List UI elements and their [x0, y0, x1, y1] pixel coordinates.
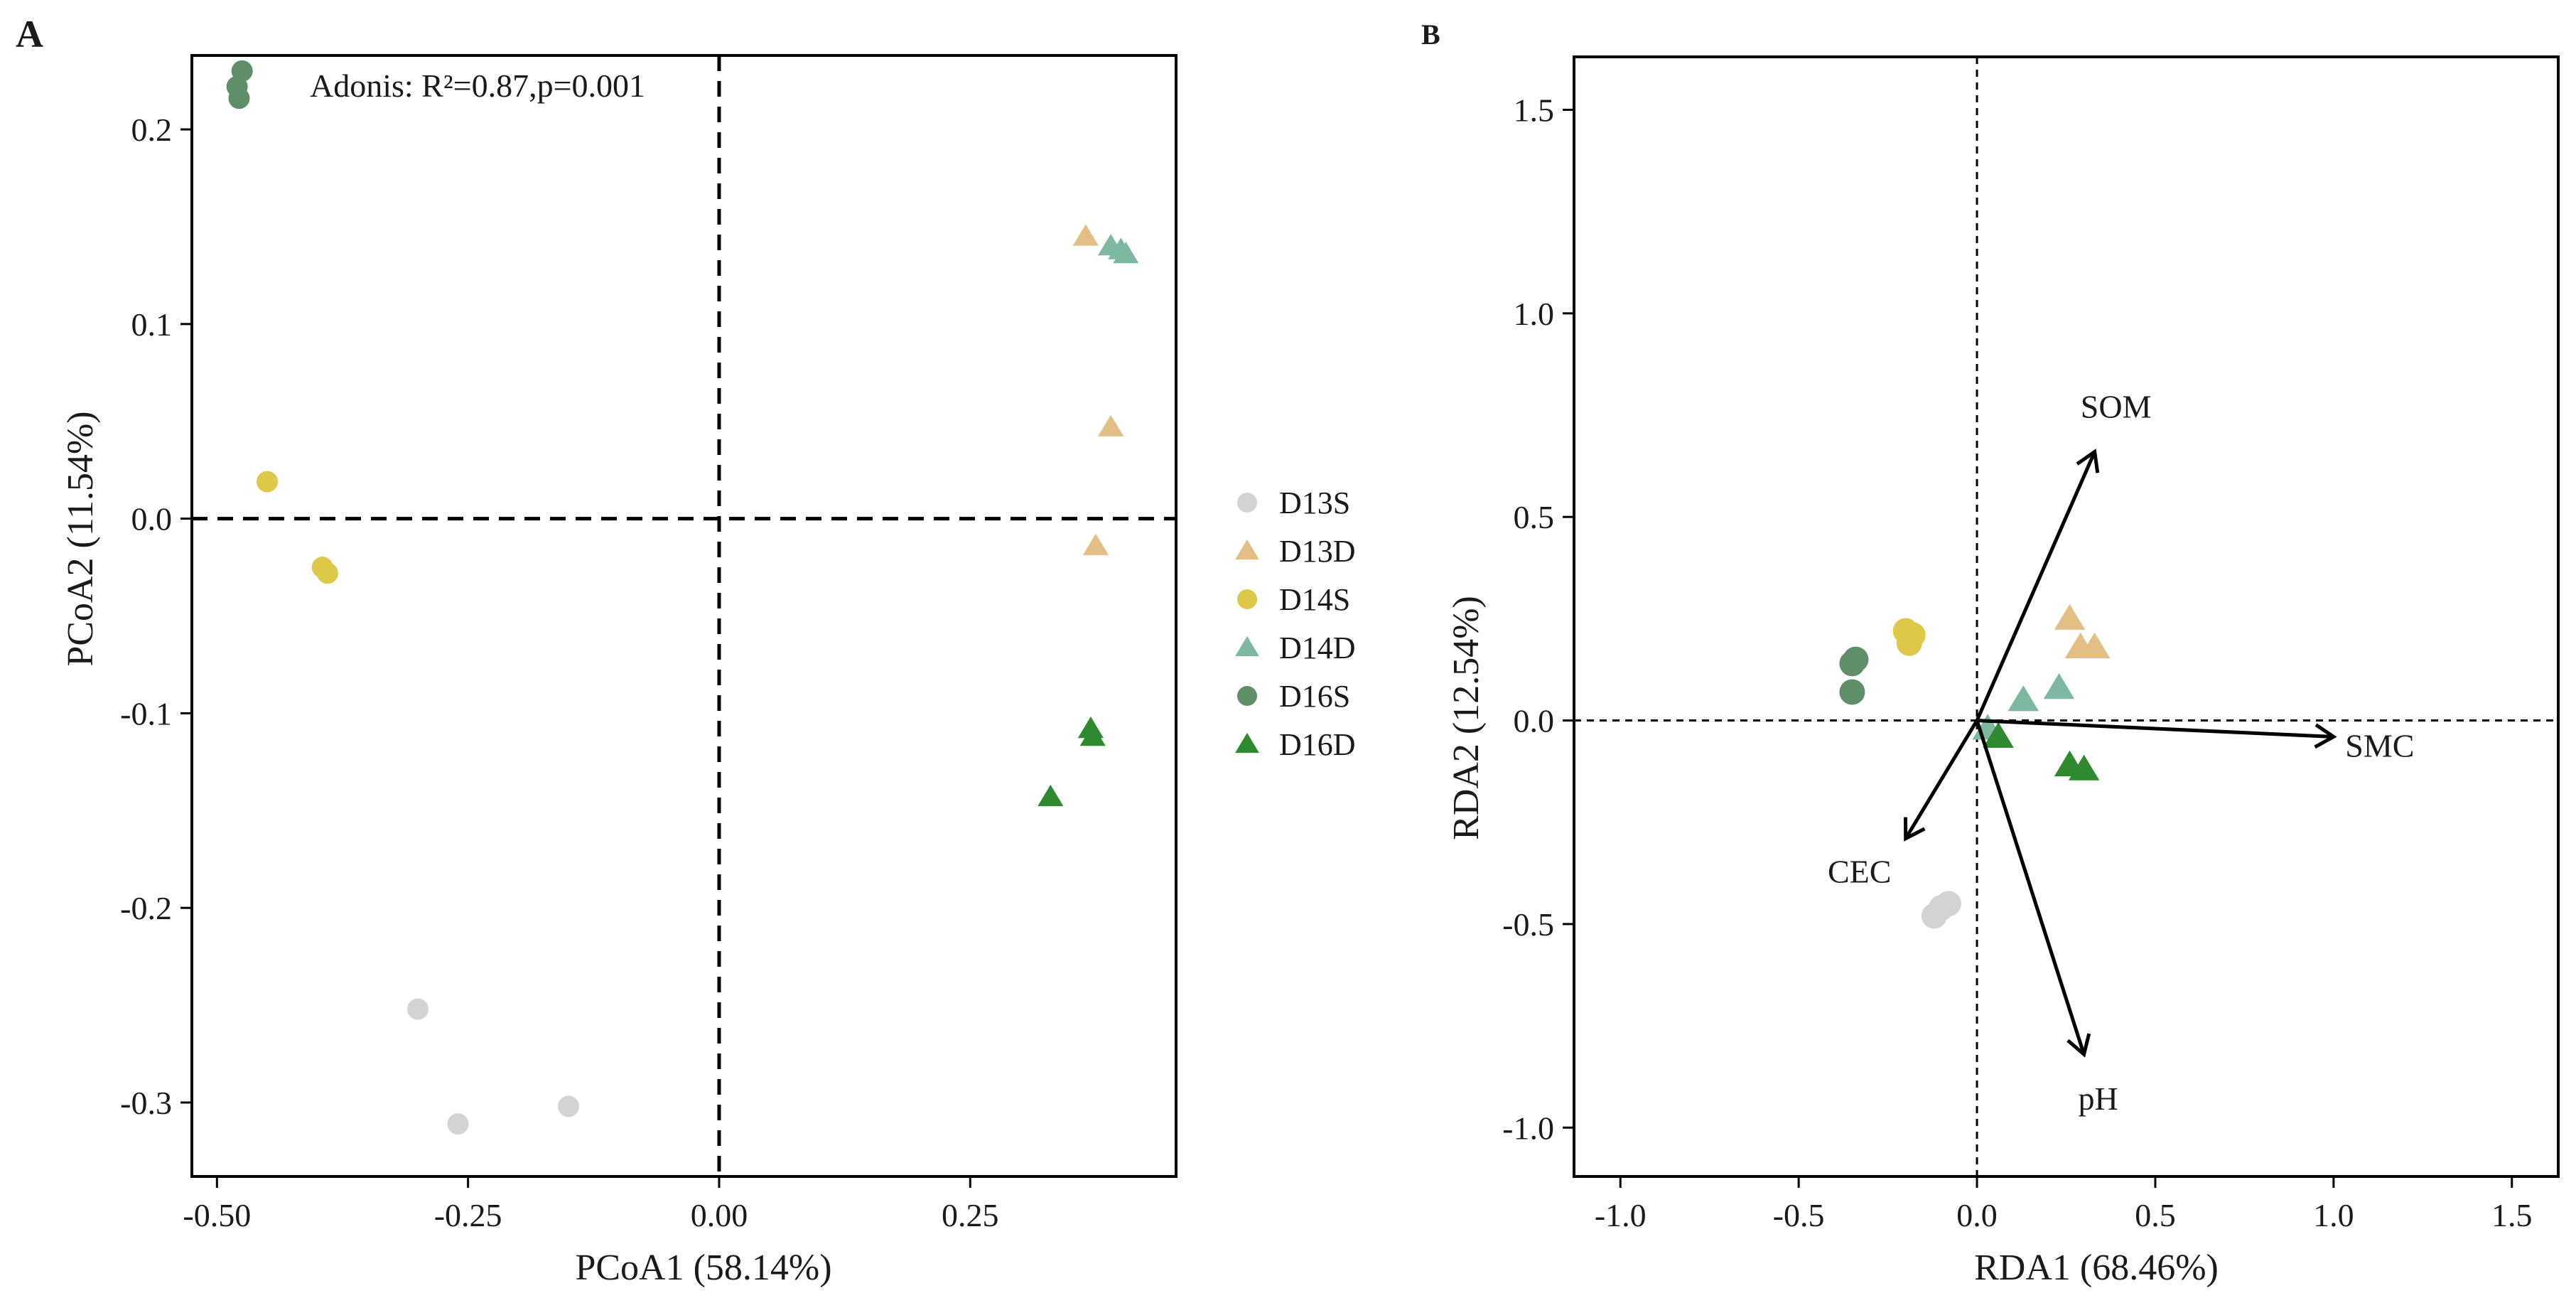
vector-som-arrowhead — [2076, 449, 2100, 473]
point-d14d — [2008, 685, 2039, 712]
y-tick-label: -0.2 — [120, 890, 172, 926]
y-tick-label: -0.5 — [1502, 906, 1554, 943]
point-d14s — [1896, 630, 1922, 656]
panel-a-x-axis-title: PCoA1 (58.14%) — [575, 1248, 831, 1288]
panel-b-x-axis-title: RDA1 (68.46%) — [1974, 1248, 2219, 1288]
y-tick-label: 1.5 — [1514, 92, 1555, 128]
legend-label-d16d: D16D — [1279, 727, 1356, 762]
point-d16d — [2068, 754, 2100, 781]
legend-label-d13s: D13S — [1279, 486, 1350, 520]
panel-a-points — [226, 60, 1139, 1135]
point-d16d — [1079, 724, 1106, 746]
legend-label-d16s: D16S — [1279, 679, 1350, 714]
x-tick-label: 0.0 — [1956, 1197, 1998, 1233]
point-d13s — [557, 1095, 579, 1117]
x-tick-label: -0.5 — [1773, 1197, 1825, 1233]
y-tick-label: 0.5 — [1514, 499, 1555, 535]
point-d13d — [1098, 414, 1124, 436]
panel-b-x-axis: -1.0 -0.5 0.0 0.5 1.0 1.5 — [1595, 1176, 2533, 1233]
x-tick-label: -0.25 — [434, 1197, 502, 1233]
vector-cec — [1904, 719, 1979, 840]
x-tick-label: 1.0 — [2313, 1197, 2354, 1233]
vector-smc-arrowhead — [2314, 723, 2337, 749]
panel-a-y-axis-title: PCoA2 (11.54%) — [60, 411, 101, 666]
vector-ph-arrowhead — [2066, 1033, 2091, 1058]
legend-marker-d16s — [1237, 686, 1257, 706]
vector-label-som: SOM — [2081, 389, 2152, 425]
point-d13d — [1072, 224, 1099, 246]
y-tick-label: -1.0 — [1502, 1110, 1554, 1146]
x-tick-label: -0.50 — [183, 1197, 251, 1233]
point-d13d — [2079, 632, 2111, 658]
panel-a: A -0.50 -0.25 0.00 0.25 -0.3 -0.2 -0.1 0.0 0.1 0… — [16, 13, 1177, 1288]
point-d14d — [2043, 673, 2075, 699]
vector-label-cec: CEC — [1828, 854, 1891, 890]
point-d16d — [1983, 722, 2014, 748]
point-d16d — [1038, 784, 1064, 807]
point-d13s — [406, 998, 429, 1020]
vector-cec-arrowhead — [1903, 817, 1926, 842]
x-tick-label: 0.25 — [942, 1197, 999, 1233]
x-tick-label: -1.0 — [1595, 1197, 1647, 1233]
vector-ph — [1975, 719, 2086, 1055]
legend: D13S D13D D14S D14D D16S D16D — [1235, 486, 1356, 762]
panel-b-environment-vectors: SOM SMC CEC pH — [1828, 389, 2414, 1117]
panel-a-label: A — [16, 13, 43, 55]
x-tick-label: 0.5 — [2135, 1197, 2176, 1233]
y-tick-label: 0.0 — [131, 501, 173, 537]
legend-marker-d16d — [1235, 732, 1259, 754]
vector-label-smc: SMC — [2345, 727, 2414, 763]
panel-a-y-axis: -0.3 -0.2 -0.1 0.0 0.1 0.2 — [120, 112, 192, 1121]
legend-label-d14s: D14S — [1279, 582, 1350, 617]
point-d14s — [256, 471, 278, 493]
panel-a-adonis-annotation: Adonis: R²=0.87,p=0.001 — [310, 68, 645, 104]
point-d16s — [228, 87, 250, 109]
point-d14d — [1113, 242, 1139, 264]
panel-b-y-axis-title: RDA2 (12.54%) — [1446, 596, 1487, 840]
legend-label-d13d: D13D — [1279, 534, 1356, 569]
y-tick-label: 0.1 — [131, 306, 173, 343]
panel-b-plot-frame — [1573, 55, 2560, 1178]
point-d13d — [1082, 533, 1109, 555]
panel-b-points — [1839, 604, 2111, 929]
vector-label-ph: pH — [2078, 1081, 2118, 1117]
point-d14s — [316, 562, 338, 584]
panel-b-label: B — [1421, 18, 1440, 50]
x-tick-label: 1.5 — [2491, 1197, 2533, 1233]
point-d13s — [447, 1113, 469, 1135]
vector-som — [1975, 451, 2096, 722]
panel-a-x-axis: -0.50 -0.25 0.00 0.25 — [183, 1176, 999, 1233]
y-tick-label: -0.3 — [120, 1085, 172, 1121]
legend-marker-d13s — [1237, 493, 1257, 513]
point-d13d — [2054, 604, 2086, 630]
panel-b-y-axis: -1.0 -0.5 0.0 0.5 1.0 1.5 — [1502, 92, 1574, 1146]
legend-label-d14d: D14D — [1279, 631, 1356, 665]
y-tick-label: 1.0 — [1514, 296, 1555, 332]
legend-marker-d13d — [1235, 539, 1259, 560]
point-d16s — [1839, 679, 1865, 705]
y-tick-label: 0.2 — [131, 112, 173, 148]
vector-smc — [1976, 719, 2334, 739]
point-d13s — [1935, 891, 1961, 917]
y-tick-label: 0.0 — [1514, 703, 1555, 739]
panel-a-plot-frame — [190, 54, 1177, 1178]
x-tick-label: 0.00 — [691, 1197, 748, 1233]
legend-marker-d14d — [1235, 636, 1259, 657]
legend-marker-d14s — [1237, 589, 1257, 609]
y-tick-label: -0.1 — [120, 695, 172, 731]
point-d16s — [1843, 646, 1869, 672]
